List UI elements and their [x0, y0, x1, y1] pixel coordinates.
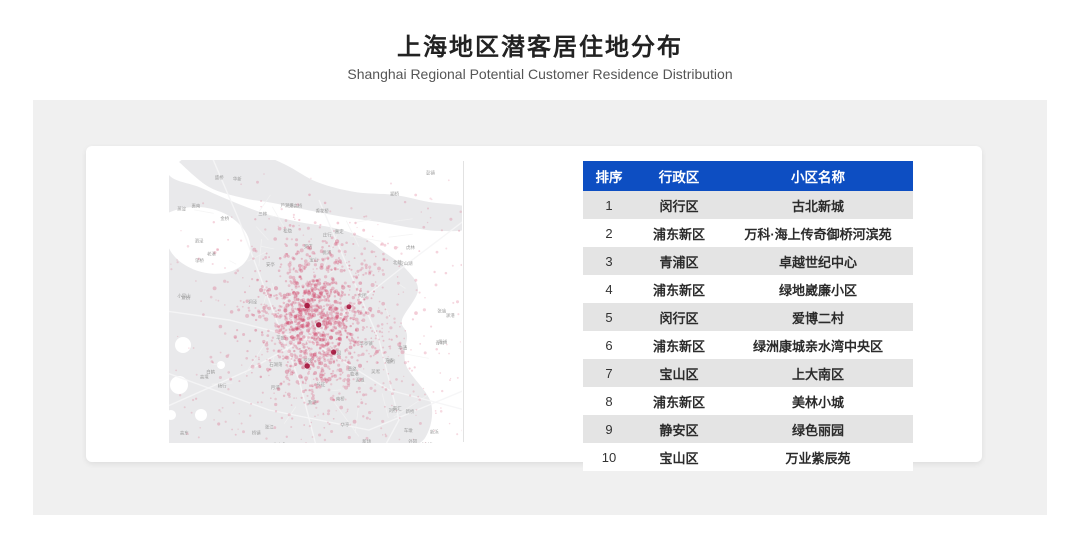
svg-text:车墩: 车墩 [404, 427, 413, 434]
svg-text:白鹤: 白鹤 [206, 369, 215, 376]
svg-text:新桥: 新桥 [406, 408, 415, 415]
svg-text:吴淞: 吴淞 [371, 368, 380, 375]
svg-text:小昆山: 小昆山 [177, 293, 190, 300]
svg-text:泗泾: 泗泾 [195, 238, 204, 245]
svg-text:新浜: 新浜 [430, 429, 439, 436]
svg-text:石湖荡: 石湖荡 [269, 361, 283, 368]
svg-text:南桥: 南桥 [336, 396, 345, 403]
svg-text:香花桥: 香花桥 [316, 207, 330, 214]
svg-text:金桥: 金桥 [220, 215, 229, 222]
svg-text:杨行: 杨行 [218, 382, 227, 389]
svg-text:蒸淀: 蒸淀 [177, 206, 186, 213]
svg-text:盛桥: 盛桥 [215, 174, 224, 181]
svg-text:淀山湖: 淀山湖 [399, 260, 413, 267]
svg-text:朱家角: 朱家角 [273, 442, 286, 443]
svg-text:嘉定: 嘉定 [335, 228, 344, 235]
svg-text:宝山: 宝山 [309, 257, 318, 264]
svg-text:泖港: 泖港 [446, 312, 455, 319]
svg-text:张庙: 张庙 [437, 308, 446, 315]
svg-text:惠南: 惠南 [192, 202, 201, 208]
svg-text:华新: 华新 [233, 175, 242, 182]
svg-text:洞泾: 洞泾 [248, 298, 257, 305]
svg-text:曹路: 曹路 [348, 365, 357, 372]
svg-text:临港: 临港 [350, 370, 359, 377]
svg-text:彭镇: 彭镇 [426, 169, 435, 176]
svg-text:芦潮港: 芦潮港 [281, 202, 295, 209]
svg-text:安亭: 安亭 [266, 261, 275, 268]
svg-text:虎林: 虎林 [406, 244, 415, 251]
svg-text:桥镇: 桥镇 [252, 430, 261, 437]
svg-text:0 5 10km: 0 5 10km [422, 442, 436, 443]
svg-text:颛桥: 颛桥 [390, 190, 399, 197]
svg-text:外冈: 外冈 [408, 438, 417, 443]
svg-text:华亭: 华亭 [341, 422, 350, 429]
svg-text:三林: 三林 [258, 211, 267, 218]
svg-text:方泰: 方泰 [385, 357, 394, 364]
svg-text:张江: 张江 [265, 423, 274, 430]
